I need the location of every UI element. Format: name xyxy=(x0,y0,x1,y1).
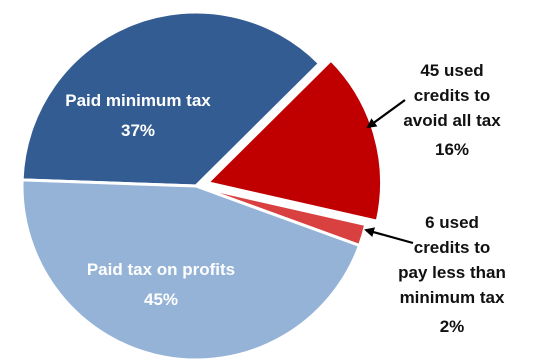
label-avoid-all-tax-line3: avoid all tax xyxy=(403,111,501,130)
slice-paid-tax-on-profits xyxy=(20,178,362,362)
label-paid-minimum-tax: Paid minimum tax xyxy=(65,91,211,110)
label-pay-less-line4: minimum tax xyxy=(400,288,505,307)
value-label-paid-tax-on-profits: 45% xyxy=(144,290,178,309)
value-label-pay-less: 2% xyxy=(440,317,465,336)
slice-avoid-all-tax xyxy=(204,57,383,224)
label-pay-less-line1: 6 used xyxy=(425,213,479,232)
label-pay-less-line3: pay less than xyxy=(398,263,506,282)
label-pay-less-line2: credits to xyxy=(414,238,491,257)
value-label-avoid-all-tax: 16% xyxy=(435,140,469,159)
leader-arrow-pay-less xyxy=(364,227,414,245)
label-avoid-all-tax-line1: 45 used xyxy=(420,61,483,80)
value-label-paid-minimum-tax: 37% xyxy=(121,121,155,140)
label-paid-tax-on-profits: Paid tax on profits xyxy=(87,260,235,279)
label-avoid-all-tax-line2: credits to xyxy=(414,86,491,105)
leader-arrow-avoid-all-tax xyxy=(366,99,406,129)
pie-slices xyxy=(20,10,383,362)
slice-paid-minimum-tax xyxy=(20,10,322,188)
